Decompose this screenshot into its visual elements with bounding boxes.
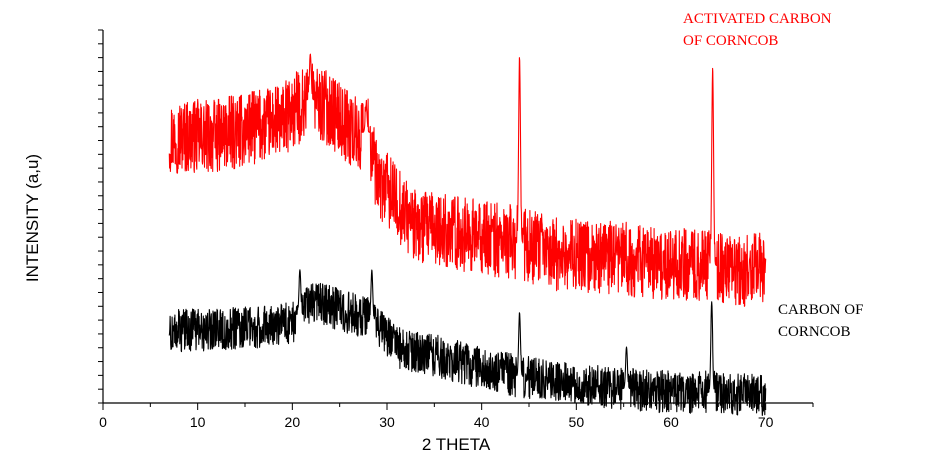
series-layer bbox=[168, 53, 767, 416]
legend-carbon: CARBON OF CORNCOB bbox=[778, 302, 863, 340]
legend-activated-carbon: ACTIVATED CARBON OF CORNCOB bbox=[683, 11, 832, 49]
y-axis bbox=[98, 29, 104, 404]
x-tick-label: 60 bbox=[663, 414, 679, 430]
x-tick-label: 0 bbox=[99, 414, 107, 430]
series-line-activated-carbon bbox=[168, 53, 767, 307]
x-tick-label: 50 bbox=[569, 414, 585, 430]
x-axis-title: 2 THETA bbox=[422, 435, 491, 454]
legend-carbon-line-2: CORNCOB bbox=[778, 324, 851, 340]
y-axis-title: INTENSITY (a,u) bbox=[23, 154, 42, 282]
x-tick-label: 10 bbox=[190, 414, 206, 430]
x-tick-label: 40 bbox=[474, 414, 490, 430]
series-line-carbon bbox=[168, 269, 767, 416]
x-tick-label: 70 bbox=[758, 414, 774, 430]
legend-activated-line-2: OF CORNCOB bbox=[683, 33, 778, 49]
legend-activated-line-1: ACTIVATED CARBON bbox=[683, 11, 832, 27]
x-tick-label: 30 bbox=[379, 414, 395, 430]
legend-carbon-line-1: CARBON OF bbox=[778, 302, 863, 318]
x-tick-label: 20 bbox=[285, 414, 301, 430]
